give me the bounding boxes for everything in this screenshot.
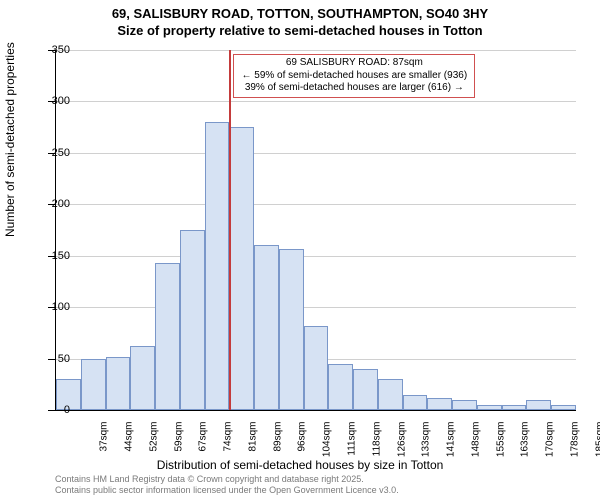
x-tick-label: 74sqm — [223, 422, 234, 462]
annotation-line-3: 39% of semi-detached houses are larger (… — [238, 82, 470, 95]
histogram-bar — [81, 359, 106, 410]
x-tick-label: 170sqm — [545, 422, 556, 462]
attribution: Contains HM Land Registry data © Crown c… — [55, 474, 399, 496]
annotation-box: 69 SALISBURY ROAD: 87sqm← 59% of semi-de… — [233, 54, 475, 98]
x-tick-label: 52sqm — [148, 422, 159, 462]
x-tick-label: 104sqm — [322, 422, 333, 462]
histogram-bar — [526, 400, 551, 410]
histogram-bar — [130, 346, 155, 410]
histogram-bar — [353, 369, 378, 410]
x-tick-label: 118sqm — [371, 422, 382, 462]
y-tick-label: 350 — [52, 44, 70, 56]
x-tick-label: 44sqm — [124, 422, 135, 462]
x-tick-label: 89sqm — [272, 422, 283, 462]
histogram-bar — [229, 127, 254, 410]
histogram-bar — [403, 395, 428, 410]
histogram-bar — [304, 326, 329, 410]
x-tick-label: 148sqm — [470, 422, 481, 462]
gridline — [56, 256, 576, 257]
y-tick — [48, 359, 56, 360]
histogram-bar — [155, 263, 180, 410]
histogram-bar — [180, 230, 205, 410]
x-tick-label: 155sqm — [495, 422, 506, 462]
y-tick-label: 250 — [52, 147, 70, 159]
marker-line — [229, 50, 231, 410]
y-tick-label: 150 — [52, 250, 70, 262]
x-tick-label: 163sqm — [520, 422, 531, 462]
y-tick-label: 300 — [52, 95, 70, 107]
histogram-bar — [205, 122, 230, 410]
plot-area: 69 SALISBURY ROAD: 87sqm← 59% of semi-de… — [55, 50, 576, 411]
y-tick-label: 100 — [52, 301, 70, 313]
x-tick-label: 133sqm — [421, 422, 432, 462]
x-tick-label: 59sqm — [173, 422, 184, 462]
x-tick-label: 185sqm — [594, 422, 600, 462]
x-tick-label: 81sqm — [247, 422, 258, 462]
gridline — [56, 307, 576, 308]
attribution-line-2: Contains public sector information licen… — [55, 485, 399, 496]
x-tick-label: 141sqm — [446, 422, 457, 462]
histogram-bar — [427, 398, 452, 410]
annotation-line-2: ← 59% of semi-detached houses are smalle… — [238, 70, 470, 83]
histogram-bar — [106, 357, 131, 410]
y-tick-label: 50 — [58, 353, 70, 365]
y-tick — [48, 410, 56, 411]
gridline — [56, 50, 576, 51]
x-tick-label: 96sqm — [297, 422, 308, 462]
gridline — [56, 101, 576, 102]
y-tick-label: 0 — [64, 404, 70, 416]
x-tick-label: 111sqm — [347, 422, 358, 462]
x-tick-label: 178sqm — [569, 422, 580, 462]
histogram-bar — [477, 405, 502, 410]
histogram-bar — [279, 249, 304, 410]
x-tick-label: 67sqm — [198, 422, 209, 462]
annotation-line-1: 69 SALISBURY ROAD: 87sqm — [238, 57, 470, 70]
chart-container: 69, SALISBURY ROAD, TOTTON, SOUTHAMPTON,… — [0, 0, 600, 500]
gridline — [56, 204, 576, 205]
histogram-bar — [452, 400, 477, 410]
attribution-line-1: Contains HM Land Registry data © Crown c… — [55, 474, 399, 485]
histogram-bar — [328, 364, 353, 410]
histogram-bar — [378, 379, 403, 410]
gridline — [56, 153, 576, 154]
histogram-bar — [254, 245, 279, 410]
title-line-2: Size of property relative to semi-detach… — [0, 23, 600, 40]
y-axis-label: Number of semi-detached properties — [3, 42, 17, 237]
x-tick-label: 126sqm — [396, 422, 407, 462]
histogram-bar — [502, 405, 527, 410]
histogram-bar — [551, 405, 576, 410]
chart-title: 69, SALISBURY ROAD, TOTTON, SOUTHAMPTON,… — [0, 0, 600, 40]
x-tick-label: 37sqm — [99, 422, 110, 462]
y-tick-label: 200 — [52, 198, 70, 210]
title-line-1: 69, SALISBURY ROAD, TOTTON, SOUTHAMPTON,… — [0, 6, 600, 23]
